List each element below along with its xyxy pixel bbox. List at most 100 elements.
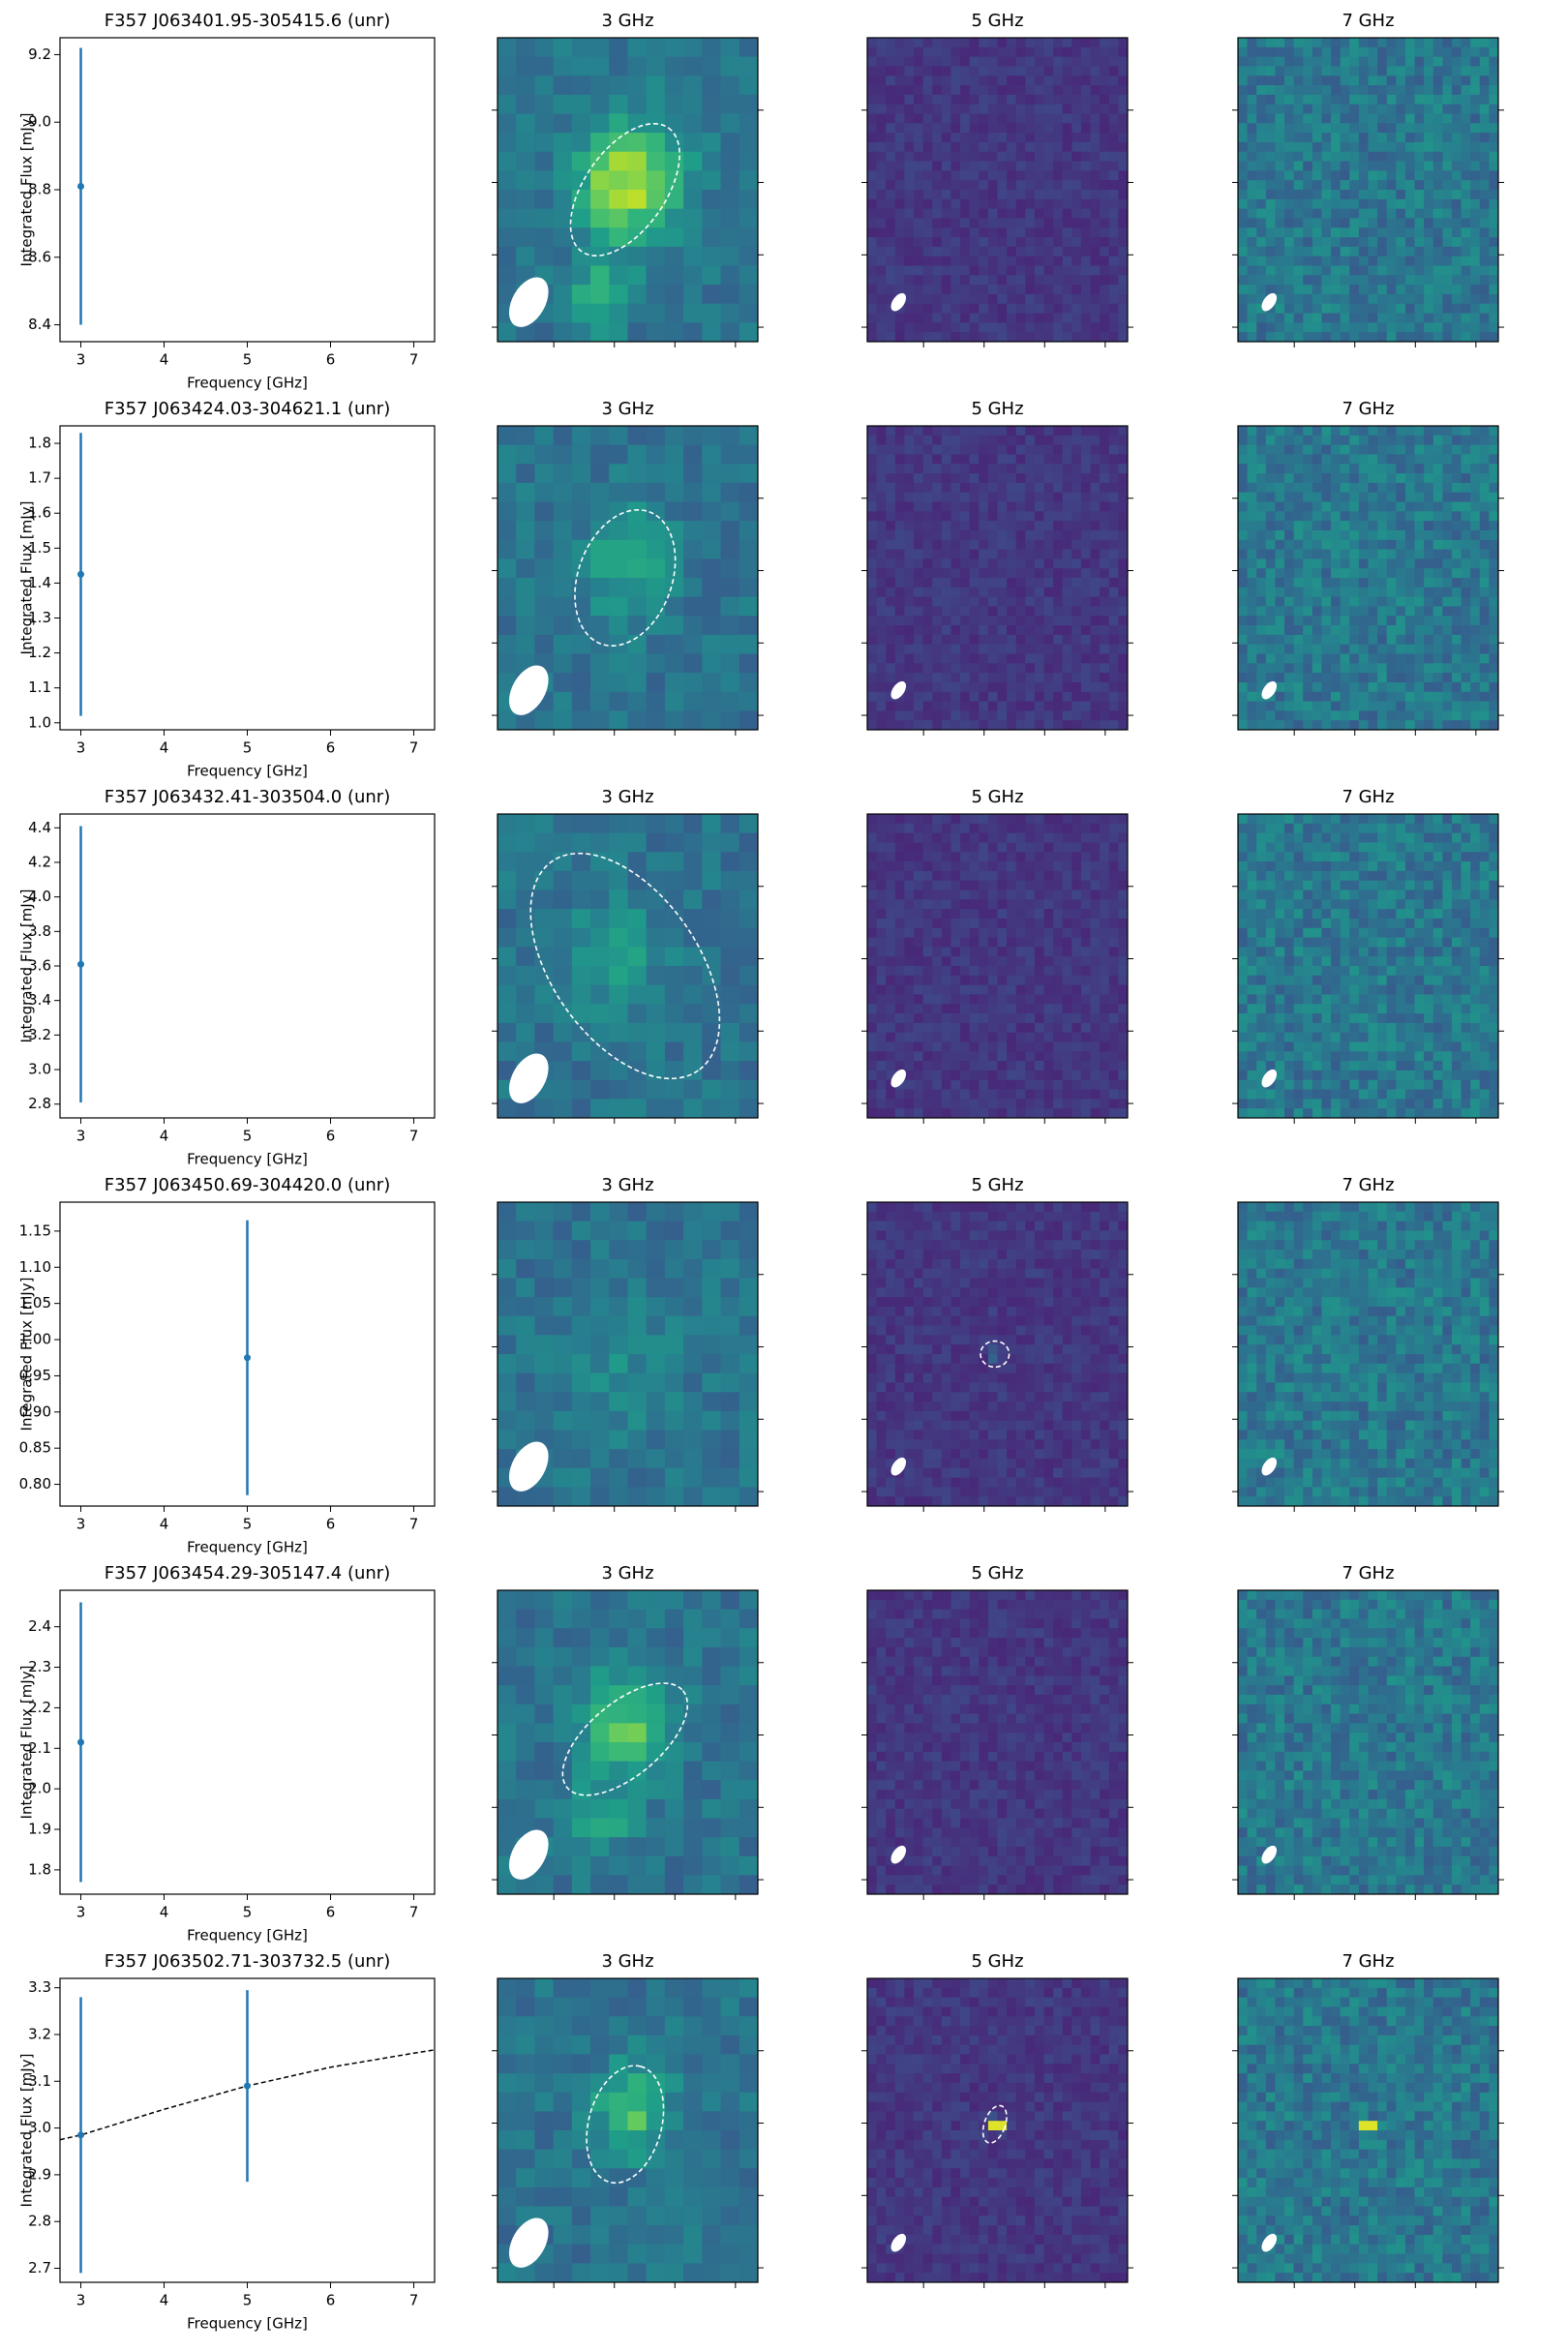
image-pixel xyxy=(516,814,535,834)
image-pixel xyxy=(1034,285,1044,295)
x-tick-label: 7 xyxy=(409,351,419,369)
image-pixel xyxy=(1015,814,1026,825)
image-pixel xyxy=(683,94,703,114)
image-pixel xyxy=(1470,529,1481,541)
image-pixel xyxy=(1034,208,1044,219)
image-pixel xyxy=(1386,190,1397,200)
image-pixel xyxy=(950,322,961,333)
image-pixel xyxy=(1414,75,1425,86)
image-pixel xyxy=(997,691,1008,702)
image-pixel xyxy=(979,133,989,143)
image-pixel xyxy=(739,852,759,872)
image-pixel xyxy=(1100,303,1110,314)
image-pixel xyxy=(1034,237,1044,248)
image-pixel xyxy=(1007,956,1017,967)
image-pixel xyxy=(914,151,924,162)
image-pixel xyxy=(941,918,951,929)
image-pixel xyxy=(1321,85,1332,96)
image-pixel xyxy=(979,256,989,266)
image-pixel xyxy=(590,832,610,853)
image-pixel xyxy=(1396,218,1406,228)
image-pixel xyxy=(1377,644,1388,654)
image-pixel xyxy=(969,937,980,948)
image-pixel xyxy=(683,852,703,872)
image-pixel xyxy=(1015,151,1026,162)
image-pixel xyxy=(1404,218,1415,228)
image-pixel xyxy=(646,947,666,967)
image-pixel xyxy=(1349,701,1360,711)
image-pixel xyxy=(1025,454,1036,465)
image-pixel xyxy=(1118,937,1129,948)
image-pixel xyxy=(1025,511,1036,522)
image-pixel xyxy=(997,237,1008,248)
image-pixel xyxy=(941,190,951,200)
image-pixel xyxy=(1386,644,1397,654)
image-pixel xyxy=(950,227,961,238)
image-pixel xyxy=(1340,710,1350,721)
image-pixel xyxy=(1358,473,1369,484)
y-tick-label: 1.4 xyxy=(28,574,51,591)
image-pixel xyxy=(922,899,933,910)
image-pixel xyxy=(1479,313,1490,323)
image-pixel xyxy=(1303,644,1313,654)
image-pixel xyxy=(1108,568,1119,579)
image-pixel xyxy=(1358,46,1369,58)
image-pixel xyxy=(1007,313,1017,323)
image-pixel xyxy=(1256,141,1267,153)
image-pixel xyxy=(1100,975,1110,986)
image-pixel xyxy=(1312,587,1322,598)
image-pixel xyxy=(1451,237,1462,248)
x-axis-label: Frequency [GHz] xyxy=(187,1151,308,1168)
image-pixel xyxy=(571,852,591,872)
image-pixel xyxy=(886,46,896,58)
image-pixel xyxy=(1461,634,1471,646)
image-pixel xyxy=(1432,511,1443,522)
image-pixel xyxy=(627,482,648,502)
image-pixel xyxy=(941,814,951,825)
image-pixel xyxy=(941,832,951,843)
image-pixel xyxy=(1071,814,1082,825)
image-pixel xyxy=(914,899,924,910)
image-pixel xyxy=(627,596,648,617)
image-pixel xyxy=(683,710,703,731)
image-pixel xyxy=(1349,492,1360,502)
image-pixel xyxy=(1043,190,1054,200)
image-pixel xyxy=(1062,673,1072,683)
image-pixel xyxy=(1414,246,1425,257)
image-pixel xyxy=(950,975,961,986)
image-pixel xyxy=(720,984,740,1005)
image-pixel xyxy=(1238,435,1249,446)
image-pixel xyxy=(950,852,961,862)
image-pixel xyxy=(571,691,591,711)
image-pixel xyxy=(987,870,998,882)
image-pixel xyxy=(1331,85,1342,96)
image-pixel xyxy=(904,634,915,646)
image-pixel xyxy=(1312,322,1322,333)
image-pixel xyxy=(1386,529,1397,541)
image-pixel xyxy=(1071,198,1082,210)
image-pixel xyxy=(1451,464,1462,474)
image-pixel xyxy=(1424,161,1434,171)
image-pixel xyxy=(534,444,555,465)
y-tick-label: 3.0 xyxy=(28,1061,51,1078)
image-pixel xyxy=(1470,464,1481,474)
image-pixel xyxy=(1071,870,1082,882)
image-pixel xyxy=(987,275,998,286)
image-pixel xyxy=(922,681,933,693)
image-pixel xyxy=(987,190,998,200)
image-pixel xyxy=(1256,104,1267,114)
image-pixel xyxy=(1349,644,1360,654)
image-pixel xyxy=(1015,529,1026,541)
image-pixel xyxy=(1007,170,1017,181)
image-pixel xyxy=(1432,322,1443,333)
image-pixel xyxy=(1489,644,1499,654)
image-pixel xyxy=(1071,85,1082,96)
image-pixel xyxy=(876,180,887,191)
image-pixel xyxy=(1432,198,1443,210)
image-pixel xyxy=(1312,66,1322,76)
image-pixel xyxy=(534,539,555,559)
image-pixel xyxy=(1321,539,1332,550)
image-pixel xyxy=(932,161,943,171)
image-pixel xyxy=(1007,606,1017,617)
image-pixel xyxy=(914,246,924,257)
